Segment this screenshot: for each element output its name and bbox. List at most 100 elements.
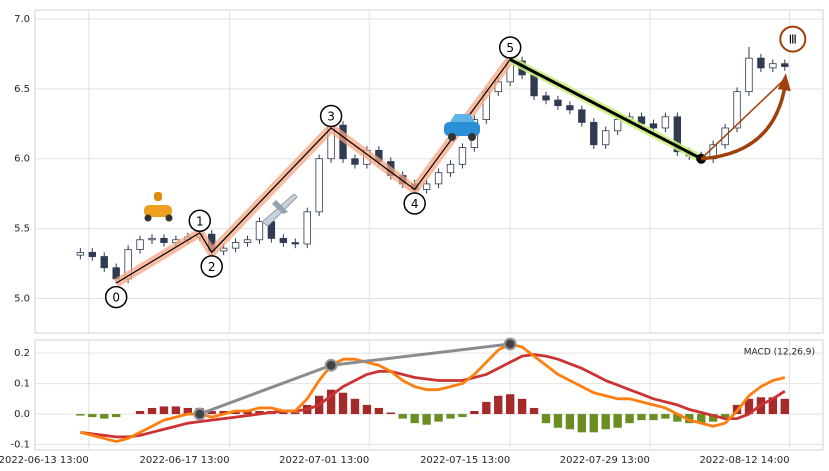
histogram-bar — [589, 414, 598, 433]
histogram-bar — [434, 414, 443, 422]
candle-body — [231, 242, 240, 249]
histogram-bar — [76, 414, 85, 416]
histogram-bar — [697, 414, 706, 424]
histogram-bar — [159, 406, 169, 415]
wave-marker — [188, 209, 212, 233]
wave-label: 4 — [411, 197, 419, 211]
histogram-bar — [470, 410, 479, 415]
projection-arrow — [701, 86, 787, 161]
projection-marker — [779, 25, 807, 53]
histogram-bar — [88, 414, 97, 418]
scooter-icon — [144, 192, 173, 222]
histogram-bar — [673, 414, 682, 422]
candle-body — [649, 123, 658, 129]
histogram-bar — [291, 412, 300, 415]
candle-body — [446, 163, 455, 174]
candle-body — [542, 95, 550, 101]
histogram-bar — [207, 410, 216, 415]
y-tick-label: 5.0 — [14, 293, 30, 304]
projection-arrowhead — [777, 73, 791, 92]
candle-body — [590, 121, 598, 146]
candle-body — [733, 91, 741, 129]
histogram-bar — [422, 414, 431, 425]
histogram-bar — [219, 410, 228, 415]
y-tick-label: 0.2 — [14, 348, 30, 359]
candle-body — [434, 172, 443, 185]
x-tick-label: 2022-06-13 13:00 — [0, 455, 89, 466]
histogram-bar — [529, 407, 539, 415]
candle-body — [613, 119, 622, 132]
wave-marker — [403, 192, 426, 215]
candle-body — [757, 57, 765, 69]
histogram-bar — [338, 392, 348, 415]
histogram-bar — [135, 410, 145, 415]
candle-body — [136, 239, 144, 250]
histogram-bar — [100, 414, 109, 419]
candle-body — [303, 211, 311, 245]
candle-body — [530, 74, 538, 97]
candle-body — [243, 239, 252, 243]
histogram-bar — [482, 401, 491, 415]
plane-icon — [261, 193, 298, 227]
wave-marker — [200, 255, 223, 278]
candle-body — [100, 256, 108, 269]
divergence-point — [193, 407, 207, 421]
candle-body — [781, 63, 789, 67]
candle-body — [76, 251, 85, 256]
y-tick-label: -0.1 — [10, 440, 30, 451]
candle-body — [661, 116, 670, 129]
x-tick-label: 2022-07-01 13:00 — [279, 455, 369, 466]
y-tick-label: 5.5 — [14, 224, 30, 235]
wave-label: 1 — [196, 214, 204, 228]
histogram-bar — [326, 389, 336, 415]
histogram-bar — [637, 414, 646, 421]
candle-body — [88, 251, 96, 257]
candle-body — [160, 237, 168, 243]
histogram-bar — [398, 414, 407, 419]
candle-body — [291, 242, 299, 245]
wave-label: 2 — [208, 260, 216, 274]
histogram-bar — [780, 398, 789, 415]
wave-marker — [104, 285, 128, 309]
histogram-bar — [768, 397, 778, 415]
wave-marker — [319, 104, 343, 128]
wave-label: 0 — [112, 291, 120, 305]
projection-label: Ⅲ — [789, 33, 797, 47]
macd-label: MACD (12,26,9) — [744, 348, 815, 358]
histogram-bar — [661, 414, 670, 419]
histogram-bar — [386, 412, 395, 415]
y-tick-label: 0.0 — [14, 409, 30, 420]
candle-body — [566, 105, 574, 111]
candle-body — [351, 158, 359, 165]
histogram-bar — [147, 407, 157, 415]
histogram-bar — [231, 410, 240, 415]
y-tick-label: 6.0 — [14, 154, 30, 165]
candle-body — [279, 237, 288, 243]
histogram-bar — [255, 410, 264, 415]
candle-body — [458, 147, 467, 165]
divergence-point — [503, 337, 517, 351]
histogram-bar — [744, 398, 754, 415]
candle-body — [148, 237, 156, 241]
histogram-bar — [458, 414, 467, 418]
x-tick-label: 2022-08-12 14:00 — [699, 455, 789, 466]
histogram-bar — [183, 407, 193, 415]
y-tick-label: 6.5 — [14, 84, 30, 95]
wave-label: 5 — [506, 41, 514, 55]
y-tick-label: 0.1 — [14, 379, 30, 390]
histogram-bar — [243, 410, 252, 415]
histogram-bar — [649, 414, 658, 421]
projection-line — [700, 78, 786, 160]
histogram-bar — [517, 398, 527, 415]
car-icon — [444, 114, 480, 141]
candle-body — [769, 63, 777, 69]
wave-line — [115, 59, 511, 284]
correction-line — [509, 58, 702, 161]
candle-body — [255, 221, 264, 241]
histogram-bar — [350, 398, 360, 415]
wave-label: 3 — [327, 109, 335, 123]
histogram-bar — [601, 414, 610, 430]
candle-body — [554, 99, 562, 107]
candle-body — [315, 158, 323, 213]
